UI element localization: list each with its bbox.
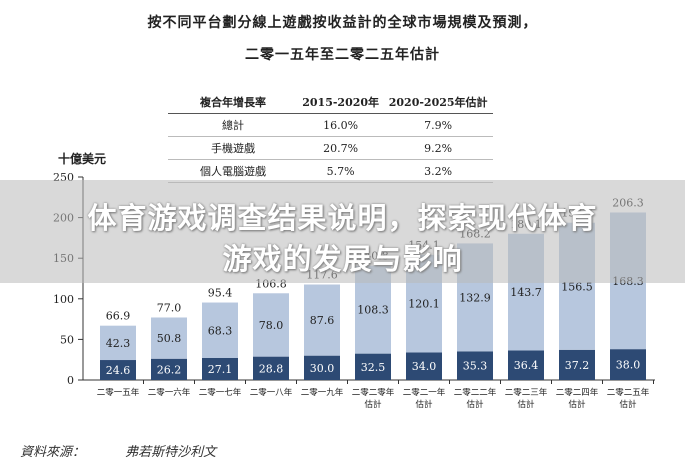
banner-text-line2: 游戏的发展与影响 xyxy=(222,242,463,276)
bar-pc-segment xyxy=(559,349,595,380)
x-tick-label: 二零一六年 xyxy=(148,387,191,398)
data-label-pc: 26.2 xyxy=(157,363,182,376)
bar-pc-segment xyxy=(610,349,646,380)
data-label-pc: 32.5 xyxy=(361,361,386,374)
banner-text-line1: 体育游戏调查结果说明，探索现代体育 xyxy=(87,201,598,235)
cagr-cell: 16.0% xyxy=(298,113,384,137)
x-tick-label: 二零一五年 xyxy=(97,387,140,398)
chart-subtitle: 二零一五年至二零二五年估計 xyxy=(245,47,440,63)
data-label-pc: 28.8 xyxy=(259,362,284,375)
data-label-mobile: 68.3 xyxy=(208,324,233,337)
x-tick-label: 二零二零年 xyxy=(352,387,395,398)
y-tick-label: 100 xyxy=(53,293,74,306)
cagr-header-period2: 2020-2025年估計 xyxy=(383,91,493,114)
cagr-cell: 20.7% xyxy=(298,136,384,160)
overlay-banner xyxy=(0,180,685,283)
cagr-row-pc: 個人電腦遊戲 5.7% 3.2% xyxy=(168,159,493,183)
x-tick-label: 二零一九年 xyxy=(301,387,344,398)
data-label-mobile: 108.3 xyxy=(357,304,389,317)
cagr-cell: 7.9% xyxy=(383,113,493,137)
x-tick-label: 估計 xyxy=(619,399,637,410)
data-label-pc: 35.3 xyxy=(463,360,488,373)
bar-pc-segment xyxy=(355,353,391,380)
source-note: 資料來源： 弗若斯特沙利文 xyxy=(20,441,216,460)
data-label-mobile: 87.6 xyxy=(310,314,335,327)
bar-mobile-segment xyxy=(304,284,340,356)
bar-pc-segment xyxy=(457,351,493,380)
data-label-pc: 24.6 xyxy=(106,364,131,377)
x-tick-label: 二零二四年 xyxy=(556,387,599,398)
source-value: 弗若斯特沙利文 xyxy=(125,445,217,460)
y-tick-label: 50 xyxy=(60,333,74,346)
bar-mobile-segment xyxy=(100,325,136,361)
cagr-header-period1: 2015-2020年 xyxy=(298,91,384,114)
data-label-mobile: 143.7 xyxy=(510,286,542,299)
bar-mobile-segment xyxy=(253,293,289,357)
chart-title: 按不同平台劃分線上遊戲按收益計的全球市場規模及預測， xyxy=(147,15,538,31)
data-label-total: 95.4 xyxy=(208,287,233,300)
x-tick-label: 二零二三年 xyxy=(505,387,548,398)
data-label-pc: 34.0 xyxy=(412,360,437,373)
bar-pc-segment xyxy=(406,352,442,380)
data-label-pc: 38.0 xyxy=(616,359,641,372)
bar-pc-segment xyxy=(253,356,289,380)
x-tick-label: 估計 xyxy=(364,399,382,410)
bar-mobile-segment xyxy=(202,302,238,358)
bar-pc-segment xyxy=(151,358,187,380)
cagr-table: 複合年增長率 2015-2020年 2020-2025年估計 總計 16.0% … xyxy=(168,91,493,183)
data-label-pc: 37.2 xyxy=(565,359,590,372)
data-label-mobile: 156.5 xyxy=(561,280,593,293)
cagr-row-mobile: 手機遊戲 20.7% 9.2% xyxy=(168,136,493,160)
cagr-row-label: 手機遊戲 xyxy=(168,136,298,160)
data-label-mobile: 132.9 xyxy=(459,291,491,304)
bar-pc-segment xyxy=(508,350,544,380)
data-label-pc: 30.0 xyxy=(310,362,335,375)
x-tick-label: 估計 xyxy=(415,399,433,410)
cagr-cell: 9.2% xyxy=(383,136,493,160)
bar-pc-segment xyxy=(100,360,136,380)
y-tick-label: 0 xyxy=(67,374,74,387)
data-label-mobile: 120.1 xyxy=(408,298,440,311)
data-label-pc: 27.1 xyxy=(208,363,233,376)
data-label-pc: 36.4 xyxy=(514,359,539,372)
x-tick-label: 估計 xyxy=(517,399,535,410)
bar-mobile-segment xyxy=(151,317,187,359)
data-label-mobile: 50.8 xyxy=(157,332,182,345)
x-tick-label: 二零一八年 xyxy=(250,387,293,398)
data-label-total: 77.0 xyxy=(157,301,182,314)
data-label-total: 66.9 xyxy=(106,310,131,323)
x-tick-label: 估計 xyxy=(568,399,586,410)
x-tick-label: 二零二一年 xyxy=(403,387,446,398)
data-label-mobile: 42.3 xyxy=(106,337,131,350)
source-label: 資料來源： xyxy=(20,445,86,460)
y-axis-unit-label: 十億美元 xyxy=(58,152,107,166)
cagr-row-label: 總計 xyxy=(168,113,298,137)
cagr-header-label: 複合年增長率 xyxy=(168,91,298,114)
bar-pc-segment xyxy=(304,355,340,380)
cagr-header-row: 複合年增長率 2015-2020年 2020-2025年估計 xyxy=(168,91,493,114)
x-tick-label: 二零一七年 xyxy=(199,387,242,398)
x-tick-label: 估計 xyxy=(466,399,484,410)
x-tick-label: 二零二五年 xyxy=(607,387,650,398)
data-label-mobile: 78.0 xyxy=(259,319,284,332)
x-tick-label: 二零二二年 xyxy=(454,387,497,398)
cagr-row-total: 總計 16.0% 7.9% xyxy=(168,113,493,137)
bar-pc-segment xyxy=(202,357,238,380)
